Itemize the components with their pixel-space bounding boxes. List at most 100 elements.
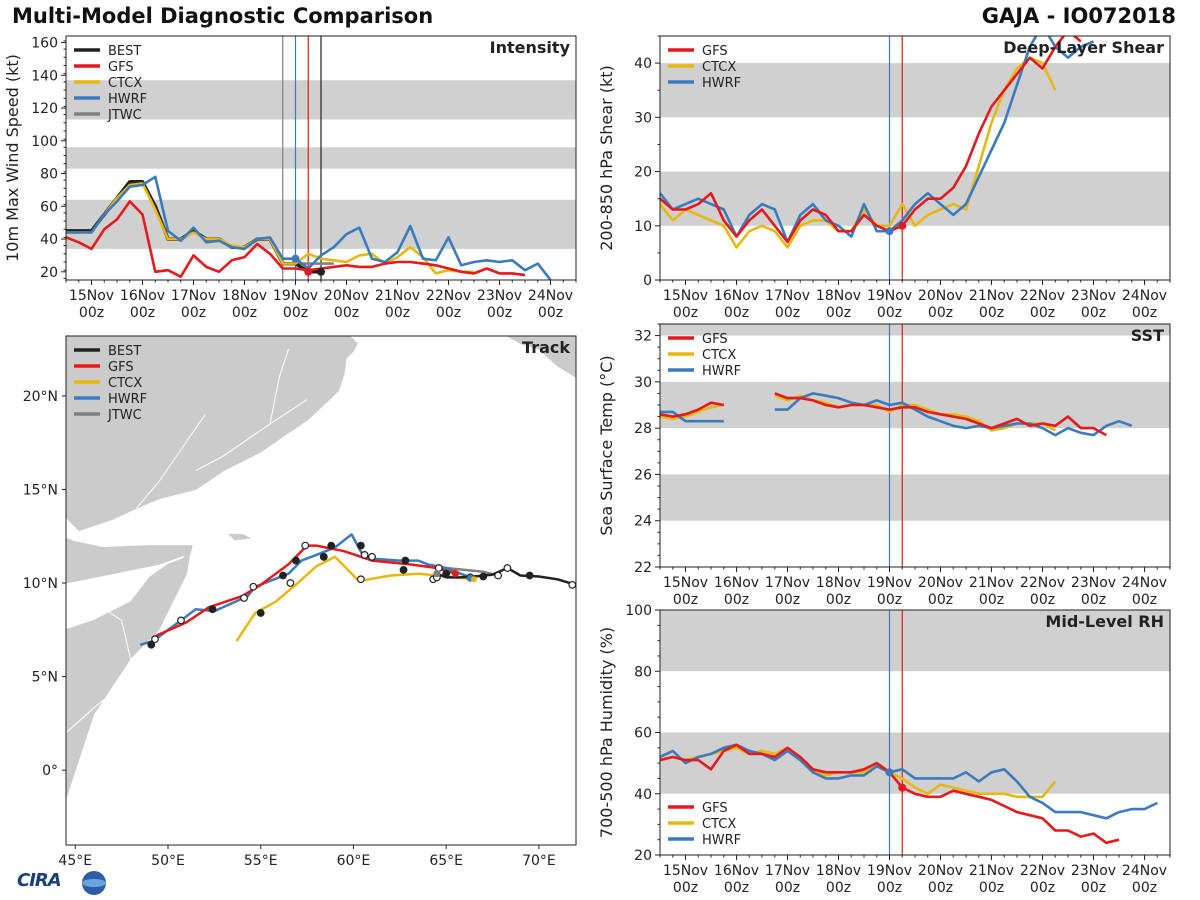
track-gfs-line xyxy=(150,544,456,646)
x-tick-label-hour: 00z xyxy=(826,880,851,896)
x-tick-label-hour: 00z xyxy=(538,305,563,321)
x-tick-label-hour: 00z xyxy=(1132,592,1157,608)
track-position-marker xyxy=(147,640,156,649)
shaded-band xyxy=(660,63,1170,118)
x-tick-label-hour: 00z xyxy=(673,592,698,608)
shaded-band xyxy=(660,171,1170,226)
track-position-marker xyxy=(368,552,376,561)
track-best-line xyxy=(436,566,576,587)
x-tick-label-date: 21Nov xyxy=(969,288,1014,304)
track-ctcx-marker xyxy=(471,576,477,583)
x-tick-label-date: 17Nov xyxy=(765,863,810,879)
x-tick-label-hour: 00z xyxy=(775,880,800,896)
panel-title: Mid-Level RH xyxy=(1045,612,1164,631)
series-gfs-line xyxy=(774,392,1107,437)
x-tick-label-hour: 00z xyxy=(877,305,902,321)
series-hwrf-line xyxy=(660,410,724,423)
x-tick-label-hour: 00z xyxy=(130,305,155,321)
y-tick-label: 28 xyxy=(634,421,652,437)
shaded-band xyxy=(660,610,1170,672)
y-tick-label: 40 xyxy=(40,232,58,248)
track-position-marker xyxy=(525,571,534,580)
plot-area xyxy=(660,324,1170,567)
x-tick-label-date: 22Nov xyxy=(1020,575,1065,591)
x-tick-label-hour: 00z xyxy=(232,305,257,321)
x-tick-label-hour: 00z xyxy=(436,305,461,321)
y-tick-label: 80 xyxy=(634,664,652,680)
x-tick-label-hour: 00z xyxy=(928,305,953,321)
track-position-marker xyxy=(568,580,576,589)
map-frame xyxy=(65,335,577,846)
track-position-marker xyxy=(319,552,328,561)
cira-globe-icon xyxy=(82,871,106,895)
y-tick-label: 160 xyxy=(31,36,58,52)
lon-tick-label: 50°E xyxy=(151,853,185,869)
y-tick-label: 60 xyxy=(634,726,652,742)
x-tick-label-date: 22Nov xyxy=(426,288,471,304)
x-tick-label-hour: 00z xyxy=(775,592,800,608)
track-position-marker xyxy=(249,582,258,591)
series-hwrf-line xyxy=(660,36,1095,244)
legend-label-hwrf: HWRF xyxy=(702,364,741,379)
x-tick-label-date: 18Nov xyxy=(816,288,861,304)
x-tick-label-hour: 00z xyxy=(385,305,410,321)
x-tick-label-date: 15Nov xyxy=(663,288,708,304)
x-tick-label-date: 20Nov xyxy=(918,288,963,304)
x-tick-label-hour: 00z xyxy=(775,305,800,321)
y-tick-label: 40 xyxy=(634,787,652,803)
x-tick-label-date: 16Nov xyxy=(714,288,759,304)
lon-tick-label: 70°E xyxy=(522,853,556,869)
track-position-marker xyxy=(356,541,365,550)
panel-intensity: 2040608010012014016015Nov00z16Nov00z17No… xyxy=(3,35,577,321)
track-position-marker xyxy=(240,594,248,602)
y-tick-label: 32 xyxy=(634,329,652,345)
init-marker-gfs xyxy=(898,221,907,230)
legend-label-gfs: GFS xyxy=(108,60,134,75)
legend-label-best: BEST xyxy=(108,44,141,59)
x-tick-label-date: 16Nov xyxy=(120,288,165,304)
x-tick-label-date: 19Nov xyxy=(867,575,912,591)
x-tick-label-hour: 00z xyxy=(1132,305,1157,321)
series-gfs-line xyxy=(660,401,725,418)
y-tick-label: 26 xyxy=(634,467,652,483)
x-tick-label-date: 17Nov xyxy=(765,288,810,304)
series-hwrf-line xyxy=(774,392,1133,437)
track-position-marker xyxy=(177,616,185,625)
track-position-marker xyxy=(399,566,408,574)
series-gfs-line xyxy=(66,200,526,279)
legend-label-gfs: GFS xyxy=(702,44,728,59)
x-tick-label-date: 15Nov xyxy=(663,575,708,591)
lat-tick-label: 15°N xyxy=(23,482,58,498)
x-tick-label-date: 24Nov xyxy=(528,288,573,304)
x-tick-label-hour: 00z xyxy=(334,305,359,321)
x-tick-label-hour: 00z xyxy=(928,880,953,896)
x-tick-label-hour: 00z xyxy=(724,880,749,896)
init-marker-gfs xyxy=(304,267,313,276)
y-axis-label: 700-500 hPa Humidity (%) xyxy=(597,627,616,838)
legend-label-ctcx: CTCX xyxy=(108,376,142,391)
y-tick-label: 30 xyxy=(634,375,652,391)
land-polygon xyxy=(66,537,193,584)
x-tick-label-date: 15Nov xyxy=(663,863,708,879)
y-tick-label: 0 xyxy=(643,273,652,289)
legend-label-hwrf: HWRF xyxy=(108,392,147,407)
series-hwrf-line xyxy=(66,175,552,280)
legend-label-hwrf: HWRF xyxy=(108,92,147,107)
init-marker-hwrf xyxy=(885,227,894,236)
x-tick-label-hour: 00z xyxy=(1030,880,1055,896)
x-tick-label-date: 23Nov xyxy=(1071,288,1116,304)
legend-label-hwrf: HWRF xyxy=(702,76,741,91)
storm-id: GAJA - IO072018 xyxy=(981,4,1176,28)
x-tick-label-date: 23Nov xyxy=(477,288,522,304)
x-tick-label-hour: 00z xyxy=(826,305,851,321)
panel-title: SST xyxy=(1131,326,1164,345)
track-gfs-marker xyxy=(451,570,459,578)
x-tick-label-hour: 00z xyxy=(1081,880,1106,896)
panel-title: Track xyxy=(522,338,570,357)
land-polygon xyxy=(227,533,252,541)
panel-shear: 01020304015Nov00z16Nov00z17Nov00z18Nov00… xyxy=(597,35,1171,321)
lat-tick-label: 0° xyxy=(42,763,58,779)
land-polygon xyxy=(506,336,576,378)
x-tick-label-date: 20Nov xyxy=(918,863,963,879)
